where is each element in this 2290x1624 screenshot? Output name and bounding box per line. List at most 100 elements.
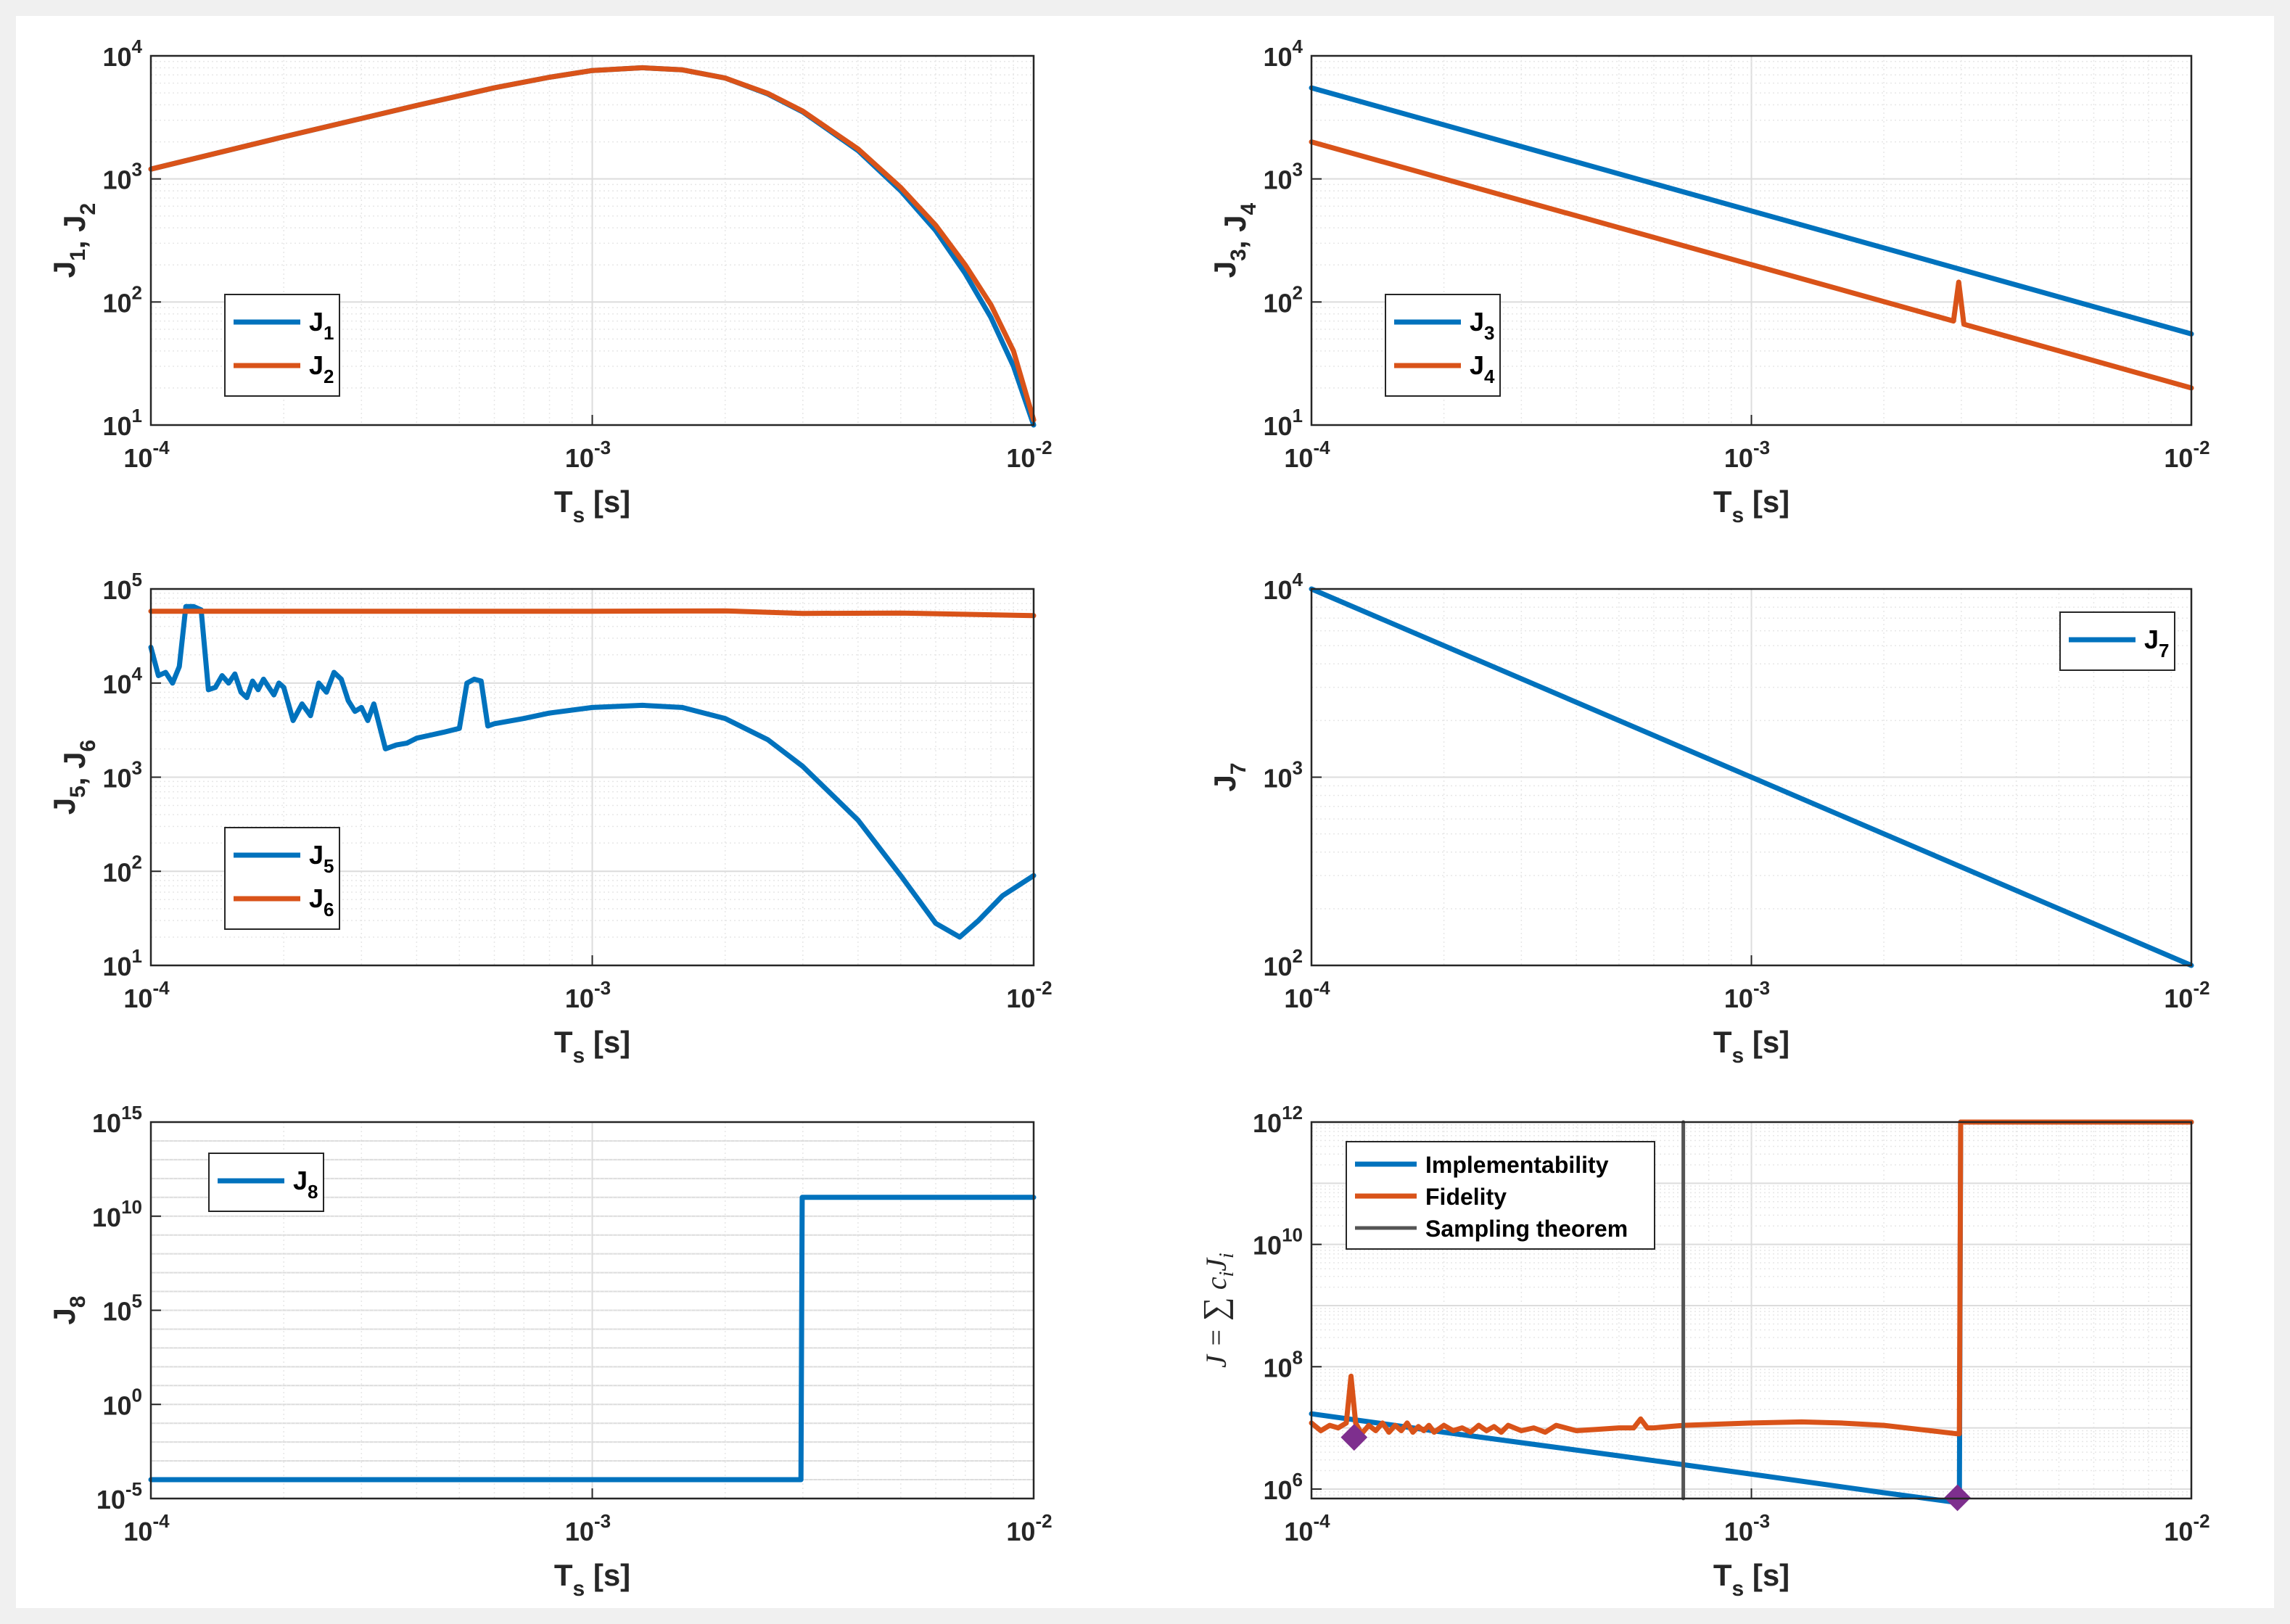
y-tick-label: 1010 [1253, 1224, 1303, 1261]
x-axis-label: Ts [s] [1713, 485, 1789, 527]
tick-base: 10 [1263, 575, 1292, 605]
x-tick-label: 10-2 [2164, 437, 2209, 473]
label-part: c [1200, 1277, 1232, 1297]
tick-base: 10 [1284, 984, 1313, 1013]
tick-exponent: 5 [132, 1290, 142, 1312]
y-tick-label: 10-5 [96, 1478, 142, 1514]
tick-base: 10 [2164, 1517, 2193, 1546]
tick-base: 10 [102, 1390, 131, 1420]
label-base: , J [57, 215, 91, 249]
tick-base: 10 [102, 669, 131, 699]
tick-exponent: -3 [594, 437, 611, 458]
tick-base: 10 [1284, 1517, 1313, 1546]
tick-base: 10 [1263, 411, 1292, 441]
y-tick-label: 102 [102, 281, 142, 318]
tick-base: 10 [1724, 443, 1753, 473]
legend-entry: J2 [309, 350, 334, 387]
y-tick-label: 1015 [92, 1102, 142, 1138]
marker-optimum-fidelity [1340, 1424, 1368, 1451]
y-axis-label: J3, J4 [1208, 202, 1261, 278]
x-tick-label: 10-4 [123, 977, 170, 1013]
series-line-j2 [148, 65, 1037, 423]
tick-base: 10 [565, 443, 594, 473]
y-axis-label: J7 [1208, 762, 1251, 791]
legend-entry-base: J [1470, 350, 1484, 380]
legend: Implementability Fidelity Sampling theorem [1346, 1141, 1655, 1250]
tick-base: 10 [1253, 1231, 1282, 1261]
x-tick-label: 10-4 [1284, 1510, 1330, 1546]
x-axis-label: Ts [s] [1713, 1025, 1789, 1068]
x-tick-label: 10-2 [2164, 977, 2209, 1013]
legend-entry-text: Sampling theorem [1425, 1216, 1628, 1242]
label-base: J [47, 798, 81, 815]
y-tick-label: 104 [102, 663, 142, 699]
tick-base: 10 [1263, 1475, 1292, 1505]
legend-box [224, 294, 340, 397]
tick-base: 10 [1263, 288, 1292, 318]
tick-base: 10 [92, 1203, 121, 1232]
legend-entry: Fidelity [1425, 1184, 1507, 1210]
x-tick-label: 10-4 [1284, 977, 1330, 1013]
label-subscript: s [572, 1577, 585, 1601]
label-base: T [1713, 485, 1732, 519]
legend-entry-subscript: 5 [324, 855, 334, 877]
y-axis-label: J8 [47, 1295, 90, 1324]
x-tick-label: 10-4 [123, 437, 170, 473]
legend-entry: Sampling theorem [1425, 1216, 1628, 1242]
tick-base: 10 [1724, 984, 1753, 1013]
tick-exponent: -4 [152, 977, 170, 999]
tick-base: 10 [102, 764, 131, 794]
y-tick-label: 103 [1263, 757, 1303, 794]
tick-exponent: 5 [132, 569, 142, 590]
legend-entry: Implementability [1425, 1152, 1609, 1178]
legend: J8 [208, 1153, 324, 1212]
label-subscript: 2 [76, 203, 100, 215]
legend: J1 J2 [224, 294, 340, 397]
label-base: T [1713, 1558, 1732, 1592]
legend-entry-subscript: 6 [324, 899, 334, 920]
tick-base: 10 [123, 1517, 152, 1546]
tick-base: 10 [102, 575, 131, 605]
x-tick-label: 10-4 [123, 1510, 170, 1546]
label-base: , J [57, 751, 91, 786]
tick-exponent: 6 [1293, 1469, 1303, 1491]
legend-entry-base: J [309, 307, 324, 337]
tick-base: 10 [96, 1485, 125, 1514]
y-tick-label: 102 [102, 851, 142, 887]
x-axis-label: Ts [s] [554, 1558, 630, 1601]
tick-exponent: 2 [1293, 281, 1303, 303]
tick-exponent: -3 [1753, 1510, 1770, 1532]
label-subscript: 6 [76, 740, 100, 752]
tick-exponent: 3 [132, 159, 142, 181]
y-tick-label: 106 [1263, 1469, 1303, 1505]
tick-exponent: 8 [1293, 1346, 1303, 1368]
legend-entry-subscript: 1 [324, 322, 334, 344]
tick-base: 10 [1724, 1517, 1753, 1546]
tick-exponent: 10 [1282, 1224, 1303, 1246]
label-subscript: 4 [1237, 202, 1261, 215]
y-tick-label: 104 [102, 36, 142, 72]
tick-exponent: -4 [152, 437, 170, 458]
tick-exponent: 2 [132, 851, 142, 873]
tick-base: 10 [102, 1297, 131, 1327]
tick-exponent: -2 [1035, 437, 1052, 458]
tick-base: 10 [1284, 443, 1313, 473]
tick-base: 10 [1253, 1108, 1282, 1138]
tick-exponent: 3 [132, 757, 142, 779]
tick-exponent: -4 [152, 1510, 170, 1532]
label-base: J [1208, 261, 1242, 278]
series-line-j6 [148, 608, 1037, 619]
label-base: T [554, 1558, 573, 1592]
label-base: T [554, 485, 573, 519]
label-unit: [s] [585, 485, 630, 519]
legend-entry: J4 [1470, 350, 1495, 387]
legend-entry-base: J [1470, 307, 1484, 337]
tick-base: 10 [2164, 443, 2193, 473]
label-subscript: 1 [66, 249, 90, 261]
tick-exponent: 2 [1293, 945, 1303, 967]
